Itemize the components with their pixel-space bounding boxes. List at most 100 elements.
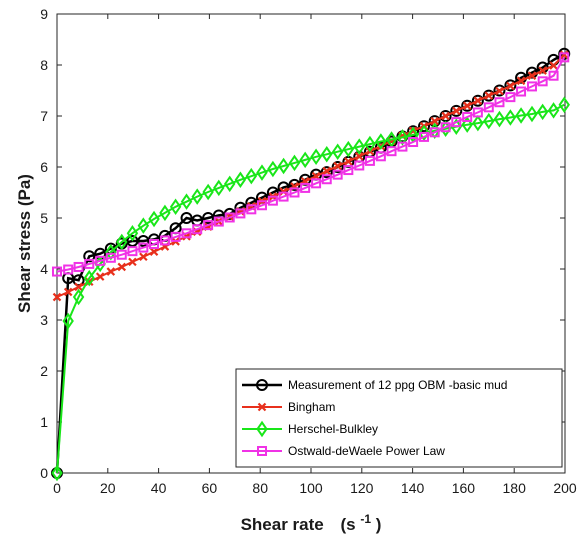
data-point-herschel-bulkley [245, 167, 258, 185]
data-point-power-law [267, 195, 278, 206]
data-point-power-law [505, 92, 516, 103]
data-point-power-law [516, 86, 527, 97]
legend-sample-measurement [242, 379, 282, 391]
data-point-herschel-bulkley [126, 225, 139, 242]
data-point-power-law [63, 264, 74, 275]
data-point-power-law [170, 231, 181, 242]
legend-marker [256, 379, 268, 391]
data-point-power-law [300, 182, 311, 193]
data-point-herschel-bulkley [51, 464, 63, 482]
data-point-bingham [506, 81, 515, 91]
data-point-power-law [375, 151, 386, 162]
data-point-herschel-bulkley [83, 269, 95, 287]
data-point-herschel-bulkley [159, 204, 171, 222]
data-point-power-law [408, 137, 419, 148]
legend-label-measurement: Measurement of 12 ppg OBM -basic mud [288, 378, 507, 392]
x-axis-title-unit-close: ) [376, 515, 382, 534]
data-point-power-law [537, 76, 548, 87]
legend-entry-power-law: Ostwald-deWaele Power Law [242, 444, 445, 458]
data-point-bingham [452, 106, 461, 116]
data-point-power-law [181, 228, 192, 239]
data-point-herschel-bulkley [547, 102, 560, 119]
x-tick-label: 120 [350, 480, 374, 496]
data-point-bingham [128, 257, 137, 267]
legend-entry-measurement: Measurement of 12 ppg OBM -basic mud [242, 378, 507, 392]
data-point-power-law [483, 102, 494, 113]
data-point-power-law [84, 258, 95, 269]
axis-ticks: 0 20 40 60 80 100 120 140 160 180 200 0 1 2 3 4 5 6 7 8 9 [40, 6, 577, 496]
y-tick-label: 1 [40, 414, 48, 430]
data-point-power-law [472, 107, 483, 118]
data-point-power-law [246, 204, 257, 215]
legend-label-herschel-bulkley: Herschel-Bulkley [288, 422, 378, 436]
data-point-herschel-bulkley [342, 140, 355, 158]
data-point-power-law [419, 131, 430, 142]
y-tick-label: 7 [40, 108, 48, 124]
series-power-law [52, 52, 570, 277]
data-point-herschel-bulkley [202, 183, 214, 201]
x-tick-label: 140 [401, 480, 425, 496]
data-point-power-law [192, 224, 203, 235]
data-point-herschel-bulkley [321, 145, 333, 163]
data-point-bingham [538, 66, 547, 75]
legend-label-bingham: Bingham [288, 400, 335, 414]
data-point-herschel-bulkley [148, 210, 160, 228]
y-tick-label: 8 [40, 57, 48, 73]
y-tick-label: 6 [40, 159, 48, 175]
data-point-bingham [462, 101, 472, 111]
x-tick-label: 20 [100, 480, 116, 496]
x-axis-title-unit-sup: -1 [360, 512, 371, 526]
data-point-measurement [331, 161, 344, 173]
data-point-power-law [149, 239, 160, 250]
y-tick-label: 2 [40, 363, 48, 379]
data-point-herschel-bulkley [267, 160, 279, 178]
data-point-herschel-bulkley [526, 105, 538, 123]
data-point-bingham [95, 272, 105, 281]
data-point-herschel-bulkley [504, 109, 517, 126]
data-point-power-law [213, 216, 224, 227]
data-point-power-law [354, 160, 365, 171]
data-point-power-law [440, 122, 451, 133]
x-tick-label: 0 [53, 480, 61, 496]
data-point-bingham [139, 252, 148, 262]
legend-marker [256, 420, 268, 438]
legend: Measurement of 12 ppg OBM -basic mud Bin… [235, 368, 563, 468]
data-point-measurement [72, 274, 85, 287]
legend-sample-herschel-bulkley [242, 420, 282, 438]
data-point-bingham [495, 86, 504, 96]
data-point-power-law [203, 220, 214, 231]
data-point-herschel-bulkley [461, 116, 473, 133]
data-point-measurement [504, 79, 517, 92]
y-tick-label: 4 [40, 261, 48, 277]
data-point-herschel-bulkley [224, 175, 236, 193]
data-point-power-law [429, 127, 440, 138]
data-point-power-law [548, 70, 559, 81]
data-point-bingham [484, 91, 494, 100]
y-tick-label: 5 [40, 210, 48, 226]
data-point-measurement [418, 120, 431, 133]
data-point-herschel-bulkley [213, 179, 225, 197]
data-point-power-law [332, 169, 343, 180]
data-point-power-law [289, 187, 300, 198]
legend-entry-bingham: Bingham [242, 400, 335, 414]
data-point-power-law [559, 52, 570, 63]
y-tick-label: 3 [40, 312, 48, 328]
data-point-power-law [397, 141, 408, 152]
data-point-herschel-bulkley [536, 103, 549, 121]
data-point-measurement [461, 99, 474, 112]
data-point-herschel-bulkley [375, 133, 387, 150]
data-point-bingham [333, 161, 342, 171]
data-point-bingham [52, 292, 62, 302]
data-point-bingham [63, 287, 73, 297]
data-point-power-law [73, 261, 84, 272]
series-line-power-law [56, 56, 566, 273]
y-axis-title: Shear stress (Pa) [15, 174, 34, 313]
data-point-power-law [526, 81, 537, 92]
data-point-measurement [320, 166, 333, 179]
x-tick-label: 160 [452, 480, 476, 496]
data-point-herschel-bulkley [180, 193, 193, 210]
data-point-herschel-bulkley [137, 217, 150, 234]
x-tick-label: 100 [299, 480, 323, 496]
data-point-herschel-bulkley [483, 112, 495, 130]
data-point-power-law [278, 191, 289, 202]
